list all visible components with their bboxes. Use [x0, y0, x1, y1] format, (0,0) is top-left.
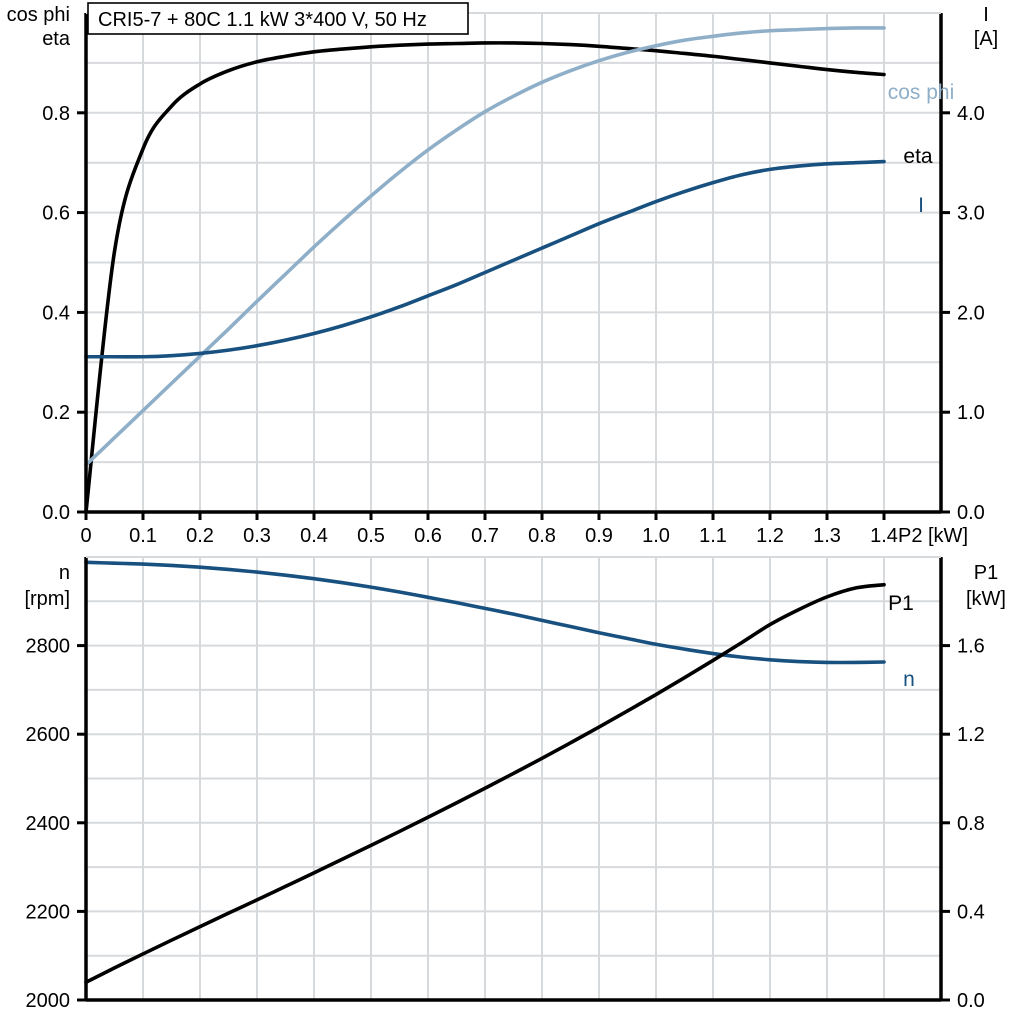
curve-i [84, 159, 886, 359]
axes [84, 556, 943, 1002]
gridlines [86, 13, 942, 512]
tick-label-x: 0.6 [414, 525, 442, 547]
tick-label-right: 0.0 [957, 502, 985, 524]
curve-n [84, 560, 886, 665]
left-axis-title-line2: eta [42, 28, 71, 50]
tick-label-right: 2.0 [957, 302, 985, 324]
tick-label-x: 0.9 [585, 525, 613, 547]
tick-label-x: 0.1 [129, 525, 157, 547]
tick-label-left: 0.2 [42, 402, 70, 424]
curve-label-cos-phi: cos phi [888, 81, 955, 104]
tick-label-x: 1.4 [870, 525, 898, 547]
tick-label-x: 1.2 [756, 525, 784, 547]
tick-label-right: 4.0 [957, 103, 985, 125]
curve-labels: P1 n [888, 592, 915, 691]
axis-titles: n [rpm] P1 [kW] [24, 562, 1006, 610]
tick-label-left: 2600 [26, 724, 71, 746]
tick-marks: 0.0 0.2 0.4 0.6 0.8 0.0 1.0 2.0 3.0 4.0 0 0.1 0.2 0.3… [42, 103, 985, 547]
tick-label-left: 2800 [26, 636, 71, 658]
tick-label-x: 0.5 [357, 525, 385, 547]
tick-label-right: 3.0 [957, 203, 985, 225]
tick-label-left: 2000 [26, 990, 71, 1012]
tick-label-x: 1.1 [699, 525, 727, 547]
curve-label-n: n [903, 668, 915, 691]
chart-title: CRI5-7 + 80C 1.1 kW 3*400 V, 50 Hz [98, 9, 427, 31]
tick-label-left: 0.6 [42, 203, 70, 225]
curve-p1 [84, 582, 886, 985]
right-axis-title-line2: [kW] [966, 588, 1006, 610]
curve-cos-phi [84, 26, 886, 467]
title-box-border [87, 2, 469, 35]
x-axis-title: P2 [kW] [898, 525, 968, 547]
curve-label-eta: eta [903, 145, 933, 168]
curve-eta [84, 41, 886, 514]
curve-label-p1: P1 [888, 592, 914, 615]
right-axis-title-line1: P1 [974, 562, 998, 584]
curves [84, 26, 886, 514]
tick-label-right: 1.0 [957, 402, 985, 424]
left-axis-title-line1: n [59, 562, 70, 584]
gridlines [86, 557, 942, 1000]
tick-marks: 2000 2200 2400 2600 2800 0.0 0.4 0.8 1.2 1.6 [26, 636, 985, 1012]
tick-label-x: 0.7 [471, 525, 499, 547]
top-plot-area: 0.0 0.2 0.4 0.6 0.8 0.0 1.0 2.0 3.0 4.0 0 0.1 0.2 0.3… [7, 4, 999, 547]
tick-label-x: 0.8 [528, 525, 556, 547]
tick-label-x: 0.2 [186, 525, 214, 547]
tick-label-left: 2200 [26, 901, 71, 923]
tick-label-left: 0.8 [42, 103, 70, 125]
bottom-plot-area: 2000 2200 2400 2600 2800 0.0 0.4 0.8 1.2 1.6 n [rpm… [24, 556, 1006, 1012]
tick-label-x: 1.3 [813, 525, 841, 547]
tick-label-x: 1.0 [642, 525, 670, 547]
tick-label-right: 0.4 [957, 901, 985, 923]
left-axis-title-line1: cos phi [7, 4, 70, 26]
tick-label-left: 0.4 [42, 302, 70, 324]
right-axis-title-line1: I [983, 4, 989, 26]
tick-label-right: 0.0 [957, 990, 985, 1012]
title-box: CRI5-7 + 80C 1.1 kW 3*400 V, 50 Hz [87, 2, 469, 35]
tick-label-x: 0.4 [300, 525, 328, 547]
curves [84, 560, 886, 985]
tick-label-right: 0.8 [957, 813, 985, 835]
tick-label-right: 1.2 [957, 724, 985, 746]
right-axis-title-line2: [A] [974, 28, 998, 50]
curve-label-current: I [918, 194, 924, 217]
tick-label-right: 1.6 [957, 636, 985, 658]
curve-labels: cos phi eta I [888, 81, 955, 217]
left-axis-title-line2: [rpm] [24, 588, 70, 610]
tick-label-left: 0.0 [42, 502, 70, 524]
tick-label-x: 0 [80, 525, 91, 547]
tick-label-x: 0.3 [243, 525, 271, 547]
tick-label-left: 2400 [26, 813, 71, 835]
